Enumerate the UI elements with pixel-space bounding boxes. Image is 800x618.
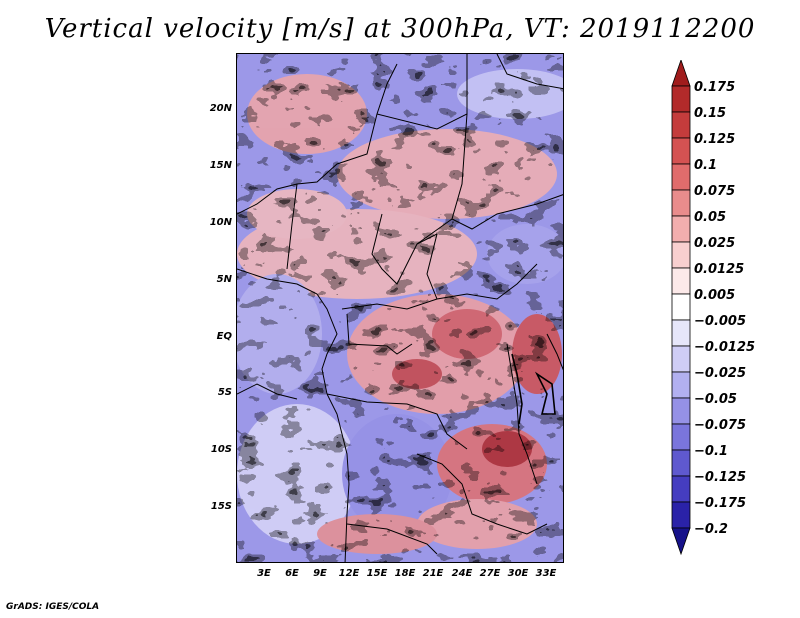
lon-tick: 18E <box>394 568 416 579</box>
colorbar-segment <box>671 345 691 373</box>
colorbar-segment <box>671 137 691 165</box>
colorbar <box>671 60 691 556</box>
colorbar-segment <box>671 501 691 529</box>
colorbar-label: 0.075 <box>694 184 736 199</box>
colorbar-segment <box>671 85 691 113</box>
lon-tick: 27E <box>479 568 501 579</box>
lat-tick: 15N <box>209 160 232 171</box>
lat-tick: EQ <box>216 331 232 342</box>
lat-tick: 5N <box>216 274 232 285</box>
colorbar-label: −0.005 <box>694 314 747 329</box>
lon-tick: 21E <box>422 568 444 579</box>
colorbar-label: −0.2 <box>694 522 728 537</box>
colorbar-label: −0.0125 <box>694 340 756 355</box>
credit-text: GrADS: IGES/COLA <box>6 602 100 612</box>
lat-tick: 10N <box>209 217 232 228</box>
colorbar-segment <box>671 293 691 321</box>
lat-tick: 20N <box>209 103 232 114</box>
colorbar-label: −0.175 <box>694 496 747 511</box>
colorbar-label: −0.125 <box>694 470 747 485</box>
colorbar-label: 0.05 <box>694 210 727 225</box>
colorbar-label: 0.175 <box>694 80 736 95</box>
lon-tick: 33E <box>535 568 557 579</box>
colorbar-segment <box>671 189 691 217</box>
lat-tick: 5S <box>217 387 232 398</box>
lon-tick: 24E <box>451 568 473 579</box>
lat-tick: 15S <box>210 501 232 512</box>
colorbar-label: −0.075 <box>694 418 747 433</box>
colorbar-segment <box>671 527 691 556</box>
colorbar-segment <box>671 60 691 87</box>
chart-title: Vertical velocity [m/s] at 300hPa, VT: 2… <box>44 14 756 44</box>
lon-tick: 9E <box>313 568 327 579</box>
colorbar-label: 0.025 <box>694 236 736 251</box>
lat-tick: 10S <box>210 444 232 455</box>
lon-tick: 30E <box>507 568 529 579</box>
colorbar-segment <box>671 423 691 451</box>
colorbar-segment <box>671 215 691 243</box>
colorbar-label: −0.1 <box>694 444 728 459</box>
lon-tick: 3E <box>257 568 271 579</box>
colorbar-label: −0.025 <box>694 366 747 381</box>
colorbar-segment <box>671 449 691 477</box>
colorbar-label: 0.1 <box>694 158 718 173</box>
colorbar-label: 0.15 <box>694 106 727 121</box>
colorbar-segment <box>671 111 691 139</box>
lon-tick: 6E <box>285 568 299 579</box>
colorbar-label: 0.0125 <box>694 262 745 277</box>
velocity-map[interactable] <box>236 53 564 563</box>
lon-tick: 12E <box>338 568 360 579</box>
colorbar-segment <box>671 319 691 347</box>
colorbar-segment <box>671 241 691 269</box>
colorbar-label: 0.125 <box>694 132 736 147</box>
velocity-field <box>237 54 563 562</box>
colorbar-segment <box>671 475 691 503</box>
lon-tick: 15E <box>366 568 388 579</box>
colorbar-segment <box>671 371 691 399</box>
colorbar-label: −0.05 <box>694 392 737 407</box>
colorbar-segment <box>671 267 691 295</box>
colorbar-segment <box>671 397 691 425</box>
colorbar-segment <box>671 163 691 191</box>
colorbar-label: 0.005 <box>694 288 736 303</box>
